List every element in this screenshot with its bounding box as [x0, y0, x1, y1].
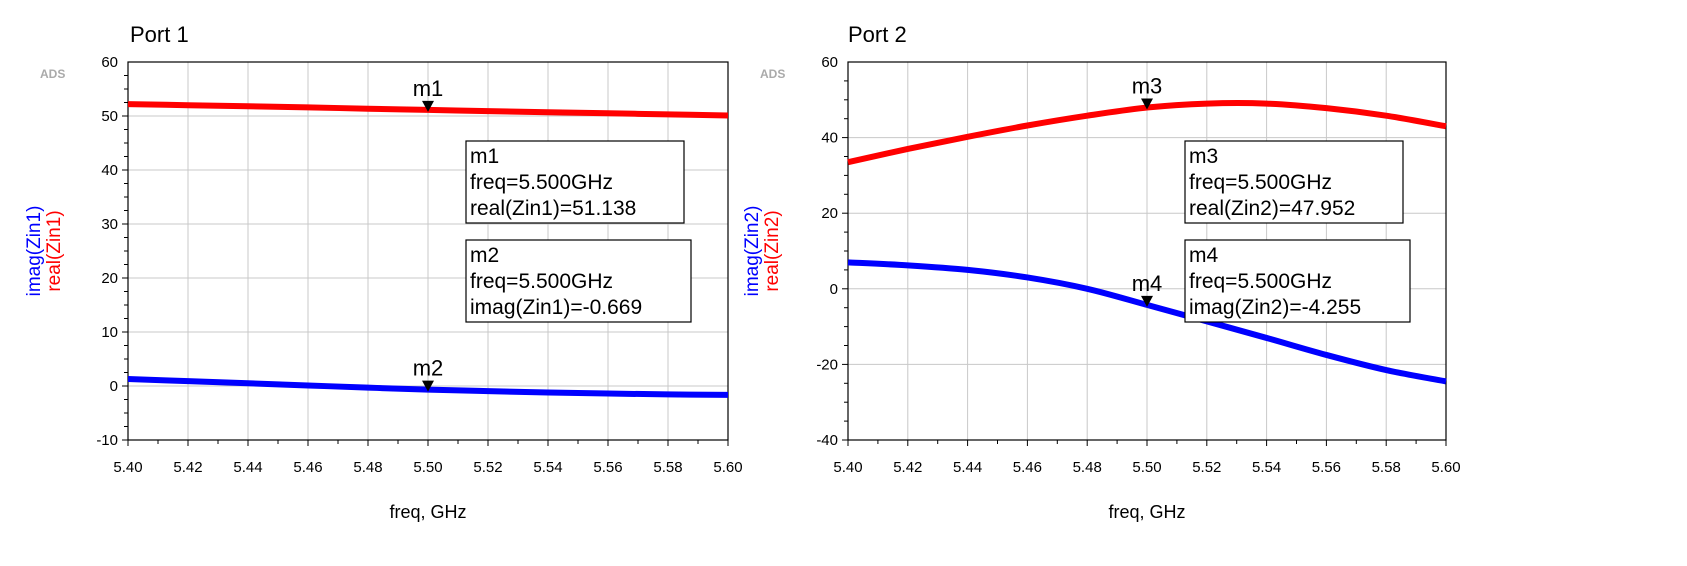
x-tick-label: 5.44	[953, 459, 982, 476]
marker-readout-line: freq=5.500GHz	[470, 270, 613, 293]
marker-triangle	[1141, 295, 1153, 307]
x-tick-label: 5.46	[293, 459, 322, 476]
y-tick-label: 60	[101, 54, 118, 71]
ads-watermark: ADS	[40, 67, 65, 81]
marker-readout-line: real(Zin1)=51.138	[470, 197, 636, 220]
x-axis-label: freq, GHz	[389, 502, 466, 522]
x-tick-label: 5.48	[1073, 459, 1102, 476]
x-tick-label: 5.40	[833, 459, 862, 476]
plot-frame	[847, 61, 1447, 441]
y-tick-label: 10	[101, 324, 118, 341]
x-tick-label: 5.58	[1372, 459, 1401, 476]
x-tick-label: 5.52	[473, 459, 502, 476]
marker-readout-line: freq=5.500GHz	[1189, 270, 1332, 293]
marker-label: m3	[1132, 74, 1163, 99]
y-tick-label: 20	[101, 270, 118, 287]
marker-readout-line: m3	[1189, 145, 1218, 168]
y-axis-label: imag(Zin2)	[742, 206, 763, 297]
x-tick-label: 5.46	[1013, 459, 1042, 476]
marker-readout-box	[1184, 239, 1411, 323]
x-tick-label: 5.52	[1192, 459, 1221, 476]
marker-label: m2	[413, 356, 444, 381]
marker-readout-line: freq=5.500GHz	[1189, 171, 1332, 194]
x-tick-label: 5.50	[1132, 459, 1161, 476]
marker-label: m1	[413, 76, 444, 101]
chart-panel-2: Port 2 ADS 5.40 5.42 5.44 5.46 5.48 5.50 5.52 5.5…	[742, 22, 1461, 522]
y-tick-label: -10	[96, 432, 118, 449]
x-tick-label: 5.44	[233, 459, 262, 476]
x-tick-label: 5.54	[533, 459, 562, 476]
marker-readout-line: m1	[470, 145, 499, 168]
marker-label: m4	[1132, 271, 1163, 296]
x-tick-label: 5.40	[113, 459, 142, 476]
x-tick-label: 5.56	[593, 459, 622, 476]
marker-triangle	[1141, 98, 1153, 110]
y-tick-label: 0	[830, 281, 838, 298]
marker-readout-line: m2	[470, 244, 499, 267]
marker-readout-line: freq=5.500GHz	[470, 171, 613, 194]
x-tick-label: 5.58	[653, 459, 682, 476]
chart-title: Port 1	[130, 22, 189, 47]
marker-readout-line: m4	[1189, 244, 1218, 267]
marker-triangle	[422, 380, 434, 392]
x-tick-label: 5.60	[713, 459, 742, 476]
y-tick-label: 0	[110, 378, 118, 395]
ads-watermark: ADS	[760, 67, 785, 81]
y-tick-label: -40	[816, 432, 838, 449]
marker-readout-line: imag(Zin2)=-4.255	[1189, 296, 1361, 319]
x-tick-label: 5.56	[1312, 459, 1341, 476]
x-tick-label: 5.42	[173, 459, 202, 476]
y-tick-label: 20	[821, 205, 838, 222]
x-tick-label: 5.54	[1252, 459, 1281, 476]
marker-readout-box	[465, 239, 692, 323]
x-tick-label: 5.42	[893, 459, 922, 476]
y-axis-label: imag(Zin1)	[24, 206, 45, 297]
chart-title: Port 2	[848, 22, 907, 47]
y-tick-label: 60	[821, 54, 838, 71]
marker-readout-box	[465, 140, 685, 224]
y-tick-label: 50	[101, 108, 118, 125]
x-tick-label: 5.48	[353, 459, 382, 476]
y-tick-label: 30	[101, 216, 118, 233]
plot-frame	[127, 61, 729, 441]
x-axis-label: freq, GHz	[1108, 502, 1185, 522]
y-axis-label: real(Zin2)	[762, 210, 783, 291]
marker-readout-line: imag(Zin1)=-0.669	[470, 296, 642, 319]
marker-readout-line: real(Zin2)=47.952	[1189, 197, 1355, 220]
x-tick-label: 5.50	[413, 459, 442, 476]
chart-panel-1: Port 1 ADS 5.40 5.42 5.44 5.46 5.48 5.50 5.52 5.5…	[24, 22, 743, 522]
y-tick-label: 40	[101, 162, 118, 179]
y-tick-label: -20	[816, 356, 838, 373]
marker-readout-box	[1184, 140, 1404, 224]
x-tick-label: 5.60	[1431, 459, 1460, 476]
y-axis-label: real(Zin1)	[44, 210, 65, 291]
y-tick-label: 40	[821, 130, 838, 147]
marker-triangle	[422, 100, 434, 112]
